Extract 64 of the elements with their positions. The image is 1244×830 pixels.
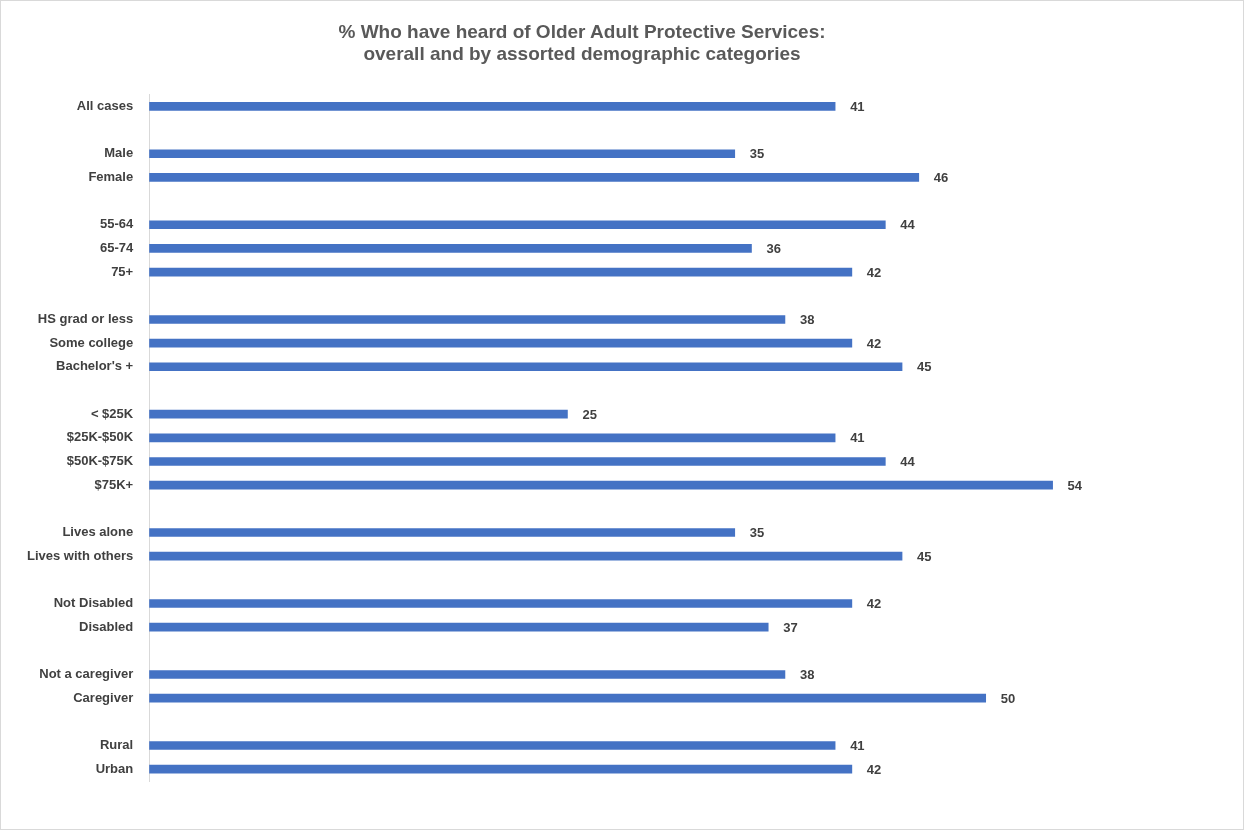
y-tick-label: Not a caregiver [39, 666, 134, 682]
y-tick-label: $25K-$50K [66, 429, 134, 445]
y-tick-label: Rural [99, 737, 134, 753]
data-label: 41 [850, 430, 865, 446]
y-tick-label: 65-74 [99, 240, 134, 256]
y-tick-label: 75+ [111, 263, 134, 279]
chart-title: % Who have heard of Older Adult Protective Services: overall and by assorted demographic categories [338, 20, 826, 65]
data-label: 45 [917, 359, 932, 375]
bar [149, 149, 736, 159]
y-tick-label: All cases [76, 98, 134, 114]
bar [149, 102, 836, 111]
y-tick-label: Lives alone [62, 524, 134, 540]
y-tick-label: Female [88, 169, 134, 185]
bar [149, 173, 920, 182]
data-label: 35 [749, 525, 765, 541]
y-tick-label: Urban [95, 760, 134, 776]
data-label: 42 [866, 761, 882, 777]
bar [149, 409, 568, 419]
data-label: 42 [866, 596, 882, 612]
data-label: 36 [766, 241, 781, 257]
bar [149, 528, 736, 537]
bar [149, 433, 836, 443]
data-label: 41 [850, 738, 865, 754]
data-label: 42 [866, 335, 882, 351]
y-tick-label: Some college [49, 334, 134, 350]
bar [149, 244, 752, 253]
y-tick-label: Lives with others [26, 547, 134, 563]
y-tick-label: Caregiver [73, 689, 134, 705]
bar [149, 267, 853, 277]
bar [149, 338, 853, 348]
bar [149, 599, 853, 608]
bar [149, 551, 903, 561]
y-tick-label: Male [104, 145, 134, 161]
bar [149, 622, 769, 632]
bar [149, 670, 786, 679]
data-label: 35 [749, 146, 765, 162]
y-tick-label: Bachelor's + [56, 358, 134, 374]
bar [149, 457, 886, 466]
data-label: 42 [866, 264, 882, 280]
y-tick-label: Not Disabled [53, 595, 134, 611]
bar [149, 315, 786, 324]
data-label: 45 [917, 548, 932, 564]
y-tick-label: 55-64 [99, 216, 134, 232]
data-label: 50 [1000, 690, 1016, 706]
bar [149, 362, 903, 372]
data-label: 44 [900, 217, 916, 233]
y-tick-label: Disabled [79, 618, 134, 634]
bar [149, 764, 853, 774]
data-label: 37 [783, 619, 798, 635]
y-tick-label: HS grad or less [37, 311, 134, 327]
data-label: 44 [900, 454, 916, 470]
data-label: 46 [933, 170, 949, 186]
data-label: 38 [799, 312, 815, 328]
bar [149, 741, 836, 750]
data-label: 25 [582, 406, 597, 422]
y-tick-label: $75K+ [94, 476, 134, 492]
y-tick-label: < $25K [90, 405, 134, 421]
bar [149, 220, 886, 230]
y-tick-label: $50K-$75K [66, 453, 134, 469]
bar [149, 693, 987, 703]
data-label: 54 [1067, 477, 1083, 493]
bar [149, 480, 1053, 490]
data-label: 38 [799, 667, 815, 683]
data-label: 41 [850, 99, 865, 115]
